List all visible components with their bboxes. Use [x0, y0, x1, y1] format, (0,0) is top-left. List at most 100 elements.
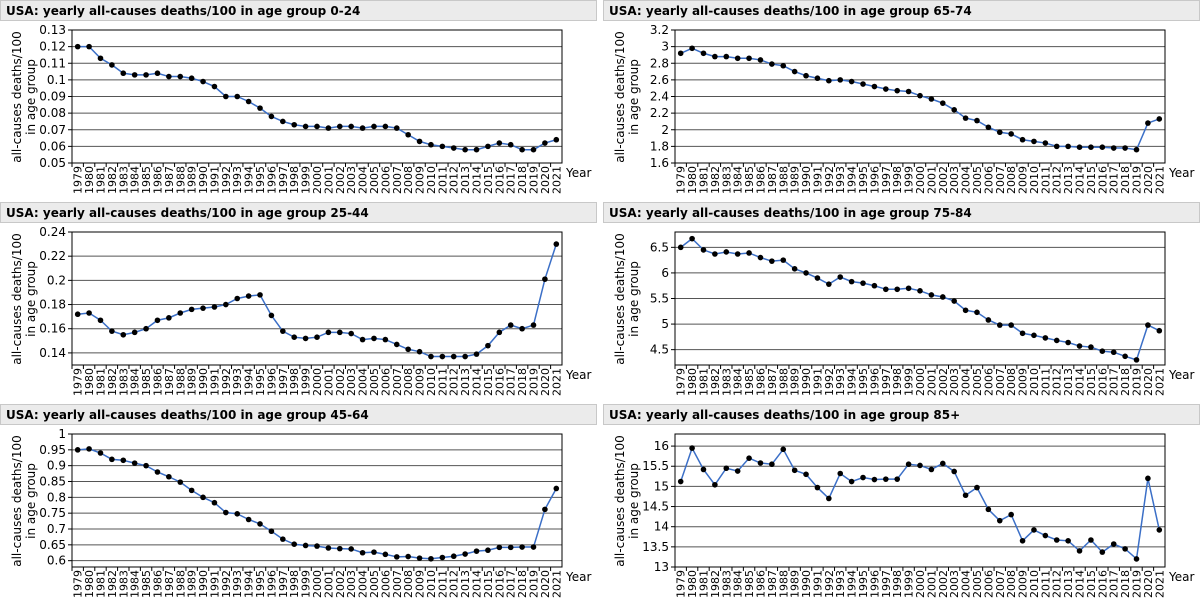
x-tick-label: 2017 — [505, 368, 518, 396]
data-point — [814, 275, 821, 281]
data-point — [1156, 527, 1163, 533]
panel-title: USA: yearly all-causes deaths/100 in age… — [6, 4, 360, 18]
y-axis-label: all-causes deaths/100 in age group — [10, 30, 38, 163]
y-tick-label: 5.5 — [650, 292, 669, 306]
data-point — [803, 471, 809, 478]
x-tick-label: 2017 — [505, 570, 518, 598]
x-tick-label: 1989 — [186, 368, 199, 396]
data-point — [120, 331, 127, 338]
y-tick-label: 16 — [654, 439, 669, 453]
x-tick-label: 2007 — [391, 570, 404, 598]
y-tick-label: 15 — [654, 479, 669, 493]
y-tick-label: 5 — [661, 317, 669, 331]
x-tick-label: 1997 — [880, 570, 893, 598]
x-tick-label: 2007 — [994, 166, 1007, 194]
x-tick-label: 1993 — [231, 570, 244, 598]
data-point — [416, 138, 423, 145]
data-point — [1088, 344, 1094, 350]
data-point — [734, 468, 741, 474]
x-tick-label: 2009 — [414, 166, 427, 194]
plot-frame — [674, 29, 1166, 164]
y-axis-label: all-causes deaths/100 in age group — [613, 30, 641, 163]
x-tick-label: 2006 — [379, 368, 392, 396]
data-point — [1042, 532, 1049, 539]
data-point — [1042, 140, 1049, 146]
data-point — [700, 50, 707, 57]
x-tick-label: 2005 — [971, 368, 984, 396]
x-tick-label: 1986 — [151, 570, 164, 598]
x-tick-label: 2007 — [994, 368, 1007, 396]
x-tick-label: 1994 — [846, 368, 859, 396]
x-tick-label: 2005 — [971, 166, 984, 194]
x-tick-label: 2014 — [471, 570, 484, 598]
x-tick-label: 1980 — [686, 570, 699, 598]
x-tick-label: 2015 — [1085, 368, 1098, 396]
plot-frame — [71, 433, 563, 568]
data-point — [131, 460, 138, 466]
x-tick-label: 1995 — [254, 166, 267, 194]
x-tick-label: 1999 — [300, 166, 313, 194]
x-tick-label: 2003 — [948, 368, 961, 396]
data-point — [314, 543, 320, 549]
data-point — [1008, 511, 1014, 518]
data-point — [837, 470, 844, 477]
x-tick-label: 2021 — [550, 368, 563, 396]
data-point — [120, 70, 127, 77]
x-tick-label: 1982 — [106, 166, 119, 194]
x-tick-label: 2018 — [516, 368, 529, 396]
data-point — [120, 457, 127, 464]
data-point — [530, 544, 537, 550]
data-point — [1008, 322, 1014, 328]
data-point — [962, 115, 969, 121]
data-point — [542, 140, 548, 146]
data-point — [485, 143, 491, 150]
data-point — [485, 547, 491, 554]
data-point — [359, 336, 366, 343]
y-tick-label: 1 — [58, 427, 66, 441]
data-point — [462, 551, 468, 557]
x-tick-label: 1990 — [800, 570, 813, 598]
y-tick-label: 0.2 — [47, 273, 66, 287]
data-point — [1145, 322, 1151, 328]
x-tick-label: 2003 — [345, 166, 358, 194]
panel-header — [0, 404, 597, 425]
data-point — [97, 55, 104, 62]
x-tick-label: 2014 — [471, 166, 484, 194]
x-tick-label: 1985 — [140, 570, 153, 598]
x-tick-label: 2015 — [482, 570, 495, 598]
data-point — [883, 476, 889, 482]
x-tick-label: 2003 — [948, 570, 961, 598]
data-point — [1008, 131, 1014, 137]
data-point — [496, 329, 503, 336]
x-tick-label: 2018 — [1119, 368, 1132, 396]
data-point — [359, 125, 366, 131]
x-tick-label: 1983 — [720, 166, 733, 194]
data-point — [405, 346, 411, 353]
data-point — [154, 469, 161, 475]
x-tick-label: 1984 — [732, 368, 745, 396]
x-tick-label: 2000 — [311, 166, 324, 194]
plot-frame — [674, 231, 1166, 366]
x-tick-label: 2020 — [539, 166, 552, 194]
data-point — [200, 78, 206, 85]
data-point — [74, 43, 81, 50]
x-tick-label: 2016 — [493, 166, 506, 194]
x-tick-label: 2008 — [402, 570, 415, 598]
x-tick-label: 1981 — [697, 166, 710, 194]
data-point — [257, 521, 263, 527]
data-point — [826, 281, 832, 287]
y-tick-label: 13 — [654, 560, 669, 574]
x-tick-label: 1993 — [834, 166, 847, 194]
x-tick-label: 1987 — [163, 368, 176, 396]
data-point — [814, 75, 821, 82]
x-tick-label: 2020 — [539, 570, 552, 598]
data-point — [405, 553, 411, 560]
data-point — [234, 511, 241, 517]
data-point — [439, 353, 446, 360]
data-point — [1099, 144, 1106, 151]
data-point — [677, 50, 684, 57]
x-tick-label: 2013 — [1062, 166, 1075, 194]
data-point — [291, 541, 298, 547]
x-tick-label: 1996 — [265, 368, 278, 396]
x-axis-label: Year — [1168, 368, 1194, 382]
